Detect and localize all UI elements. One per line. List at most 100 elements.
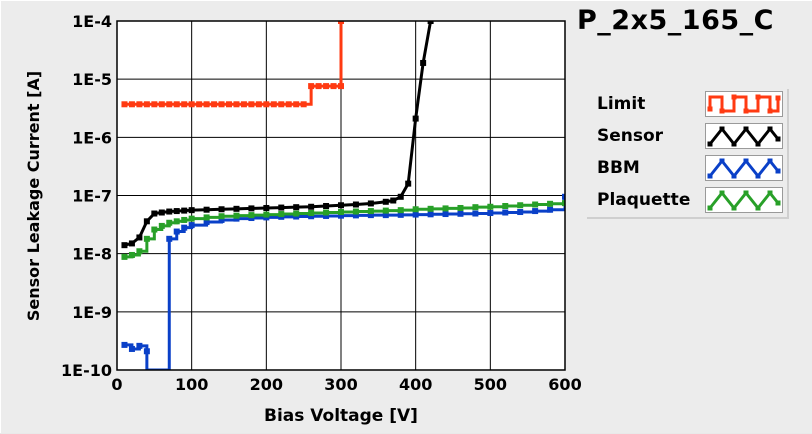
data-point	[218, 213, 225, 220]
data-point	[136, 234, 143, 241]
data-point	[181, 216, 188, 223]
data-point	[181, 207, 188, 214]
data-point	[196, 101, 203, 108]
data-point	[308, 213, 315, 220]
data-point	[121, 253, 128, 260]
legend-swatch	[705, 155, 783, 181]
data-point	[308, 210, 315, 217]
data-point	[173, 218, 180, 225]
legend-item-limit: Limit	[587, 89, 787, 121]
legend-swatch	[705, 123, 783, 149]
legend-swatch	[705, 187, 783, 213]
plot-border	[116, 20, 566, 371]
series-layer	[121, 21, 565, 370]
data-point	[255, 101, 262, 108]
y-tick-label: 1E-7	[72, 187, 112, 206]
data-point	[338, 209, 344, 216]
data-point	[263, 204, 270, 211]
data-point	[397, 207, 404, 214]
data-point	[502, 209, 509, 216]
data-point	[532, 208, 539, 215]
data-point	[487, 210, 494, 217]
data-point	[412, 115, 419, 122]
x-tick-label: 300	[324, 375, 357, 394]
data-point	[427, 205, 434, 212]
data-point	[308, 83, 315, 90]
data-point	[457, 210, 464, 217]
y-tick-label: 1E-5	[72, 70, 112, 89]
data-point	[136, 342, 143, 349]
data-point	[233, 205, 240, 212]
data-point	[562, 200, 565, 207]
data-point	[278, 101, 285, 108]
legend-label: Plaquette	[597, 190, 691, 210]
data-point	[188, 207, 195, 214]
data-point	[248, 212, 255, 219]
data-point	[420, 59, 427, 66]
data-point	[203, 219, 210, 226]
legend: Limit Sensor BBM Plaquette	[587, 89, 789, 219]
data-point	[173, 228, 180, 235]
data-point	[151, 226, 158, 233]
x-tick-label: 200	[250, 375, 283, 394]
data-point	[248, 101, 255, 108]
data-point	[442, 205, 449, 212]
data-point	[263, 211, 270, 218]
data-point	[166, 235, 173, 242]
legend-item-sensor: Sensor	[587, 121, 787, 153]
data-point	[136, 248, 143, 255]
data-point	[532, 201, 539, 208]
data-point	[121, 341, 128, 348]
y-tick-label: 1E-4	[72, 12, 112, 31]
x-tick-label: 500	[474, 375, 507, 394]
data-point	[472, 204, 479, 211]
data-point	[278, 204, 285, 211]
data-point	[143, 218, 150, 225]
y-tick-label: 1E-9	[72, 303, 112, 322]
data-point	[226, 101, 232, 108]
data-point	[352, 212, 359, 219]
y-tick-label: 1E-6	[72, 128, 112, 147]
data-point	[330, 83, 337, 90]
series-sensor	[121, 21, 434, 249]
data-point	[263, 101, 270, 108]
data-point	[382, 207, 389, 214]
data-point	[562, 193, 565, 200]
data-point	[390, 197, 397, 204]
data-point	[218, 206, 225, 213]
data-point	[367, 208, 374, 215]
series-limit	[121, 21, 344, 108]
data-point	[315, 83, 322, 90]
data-point	[188, 222, 195, 229]
data-point	[136, 101, 143, 108]
data-point	[188, 215, 195, 222]
data-point	[188, 101, 195, 108]
data-point	[367, 212, 374, 219]
data-point	[412, 211, 419, 218]
data-point	[211, 101, 218, 108]
data-point	[151, 210, 158, 217]
data-point	[517, 202, 524, 209]
series-bbm	[121, 193, 565, 370]
data-point	[517, 209, 524, 216]
data-point	[338, 21, 344, 24]
data-point	[293, 204, 300, 211]
data-point	[405, 180, 412, 187]
data-point	[338, 212, 344, 219]
y-tick-label: 1E-8	[72, 245, 112, 264]
legend-label: Limit	[597, 94, 646, 114]
data-point	[338, 202, 344, 209]
data-point	[128, 345, 135, 352]
data-point	[233, 212, 240, 219]
data-point	[128, 251, 135, 258]
legend-item-plaquette: Plaquette	[587, 185, 787, 217]
data-point	[427, 21, 434, 24]
data-point	[487, 203, 494, 210]
data-point	[158, 209, 165, 216]
data-point	[233, 101, 240, 108]
data-point	[308, 203, 315, 210]
legend-swatch	[705, 91, 783, 117]
data-point	[397, 193, 404, 200]
data-point	[270, 101, 277, 108]
